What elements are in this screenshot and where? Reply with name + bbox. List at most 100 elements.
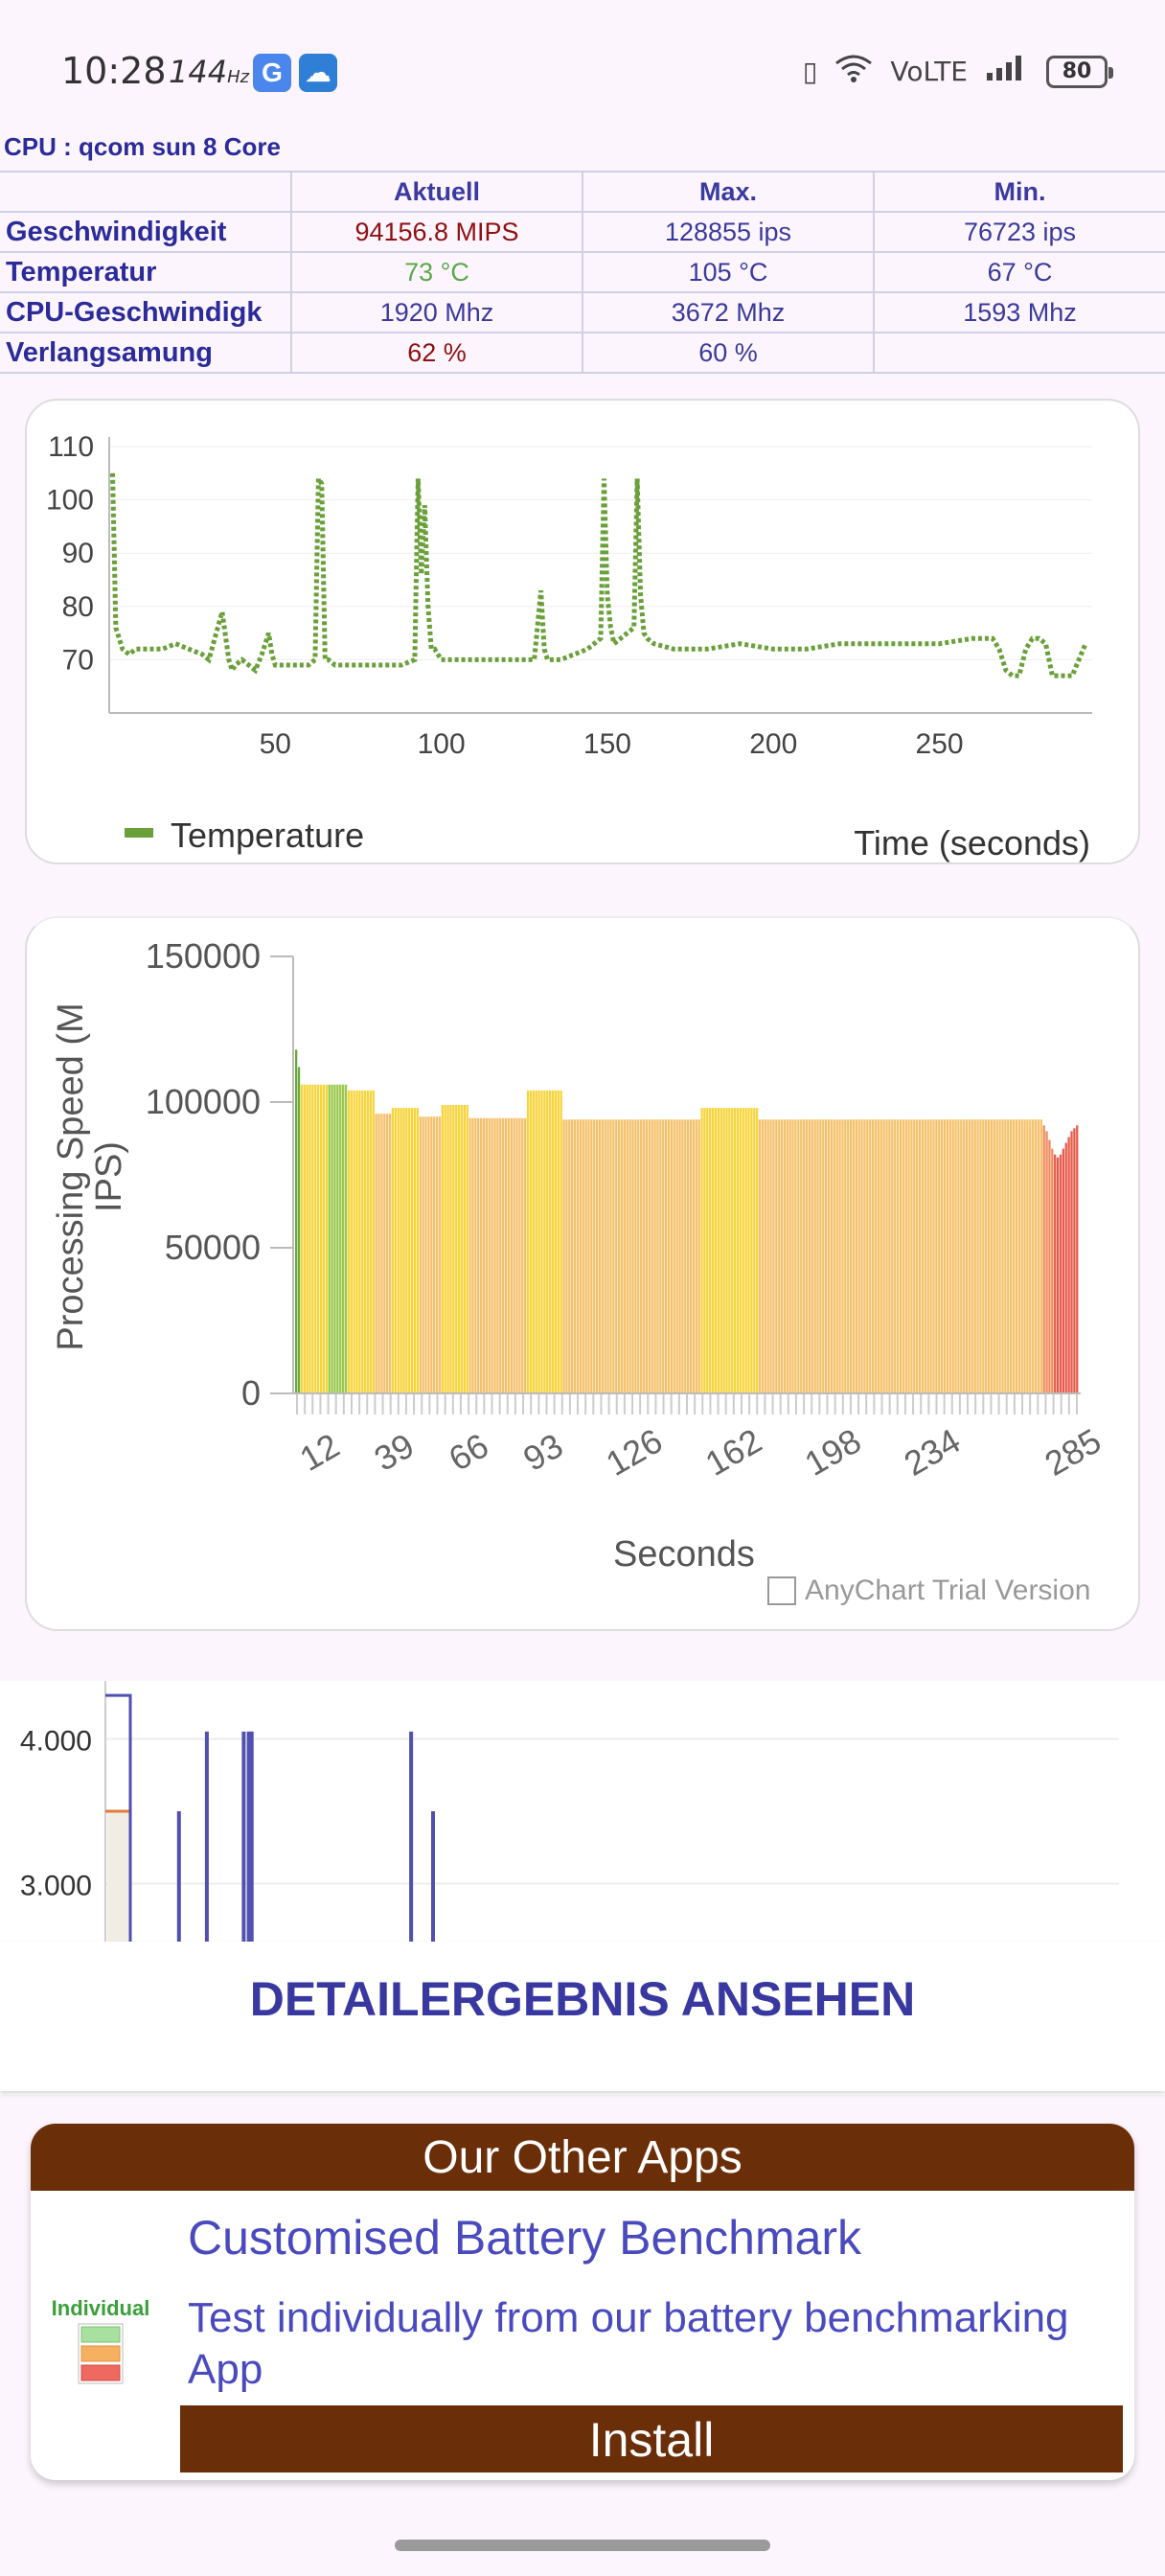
cell-min: 76723 ips bbox=[873, 211, 1165, 253]
speed-bar bbox=[948, 1119, 951, 1393]
speed-bar bbox=[518, 1117, 521, 1393]
speed-bar bbox=[913, 1119, 916, 1393]
speed-bar bbox=[441, 1105, 444, 1393]
speed-bar bbox=[584, 1119, 587, 1393]
speed-bar bbox=[548, 1090, 552, 1393]
detail-result-label: DETAILERGEBNIS ANSEHEN bbox=[249, 1972, 916, 2026]
speed-bar bbox=[709, 1108, 712, 1393]
x-tick-label: 250 bbox=[916, 728, 964, 760]
speed-bar bbox=[750, 1108, 753, 1393]
frequency-chart: 4.000 3.000 bbox=[20, 1681, 1119, 1942]
speed-bar bbox=[921, 1119, 925, 1393]
speed-bar bbox=[380, 1114, 383, 1393]
speed-bar bbox=[971, 1119, 973, 1393]
speed-bar bbox=[811, 1119, 813, 1393]
speed-bar bbox=[1051, 1148, 1054, 1393]
speed-bar bbox=[427, 1116, 430, 1393]
speed-bar bbox=[543, 1090, 546, 1393]
cell-current: 62 % bbox=[290, 332, 583, 374]
speed-bar bbox=[689, 1119, 693, 1393]
speed-bar bbox=[364, 1090, 367, 1393]
install-button[interactable]: Install bbox=[180, 2405, 1123, 2472]
speed-bar bbox=[325, 1084, 328, 1393]
speed-bar bbox=[488, 1117, 491, 1393]
speed-bar bbox=[902, 1119, 904, 1393]
speed-bar bbox=[849, 1119, 853, 1393]
speed-bar bbox=[328, 1084, 331, 1393]
speed-bar bbox=[1026, 1119, 1029, 1393]
speed-bar bbox=[375, 1114, 377, 1393]
speed-bar bbox=[358, 1090, 361, 1393]
speed-bar bbox=[339, 1084, 342, 1393]
speed-bar bbox=[1070, 1131, 1073, 1393]
speed-bar bbox=[1067, 1137, 1070, 1393]
speed-bar bbox=[681, 1119, 684, 1393]
y-tick-label: 4.000 bbox=[20, 1725, 92, 1757]
speed-bar bbox=[1059, 1154, 1062, 1393]
speed-bar bbox=[595, 1119, 599, 1393]
speed-bar bbox=[582, 1119, 584, 1393]
speed-bar bbox=[775, 1119, 778, 1393]
speed-bar bbox=[1064, 1142, 1067, 1393]
speed-bar bbox=[651, 1119, 653, 1393]
speed-bar bbox=[866, 1119, 869, 1393]
speed-bar bbox=[847, 1119, 850, 1393]
battery-app-icon[interactable]: Individual bbox=[48, 2296, 153, 2402]
speed-bar bbox=[413, 1108, 417, 1393]
speed-bar bbox=[1007, 1119, 1010, 1393]
app-title[interactable]: Customised Battery Benchmark bbox=[188, 2211, 862, 2265]
speed-bar bbox=[910, 1119, 913, 1393]
speed-bar bbox=[598, 1119, 602, 1393]
speed-bar bbox=[717, 1108, 720, 1393]
processing-speed-chart-card: 0 50000 100000 150000 12 39 66 93 126 162 198 234 28… bbox=[25, 916, 1140, 1631]
x-axis-title: Seconds bbox=[613, 1534, 755, 1575]
speed-bar bbox=[703, 1108, 706, 1393]
table-header-row: Aktuell Max. Min. bbox=[0, 171, 1165, 213]
row-label: Temperatur bbox=[0, 251, 292, 293]
speed-bar bbox=[1017, 1119, 1020, 1393]
table-row: Verlangsamung 62 % 60 % bbox=[0, 332, 1165, 374]
speed-bar bbox=[557, 1090, 560, 1393]
speed-bar bbox=[1029, 1119, 1032, 1393]
speed-bar bbox=[857, 1119, 860, 1393]
speed-bar bbox=[662, 1119, 665, 1393]
cell-max: 3672 Mhz bbox=[582, 291, 875, 334]
speed-bar bbox=[372, 1090, 375, 1393]
speed-bar bbox=[692, 1119, 696, 1393]
speed-bar bbox=[471, 1117, 474, 1393]
speed-bar bbox=[720, 1108, 722, 1393]
home-indicator[interactable] bbox=[395, 2540, 770, 2551]
speed-bar bbox=[656, 1119, 659, 1393]
clock: 10:28 bbox=[61, 50, 167, 92]
speed-bar bbox=[446, 1105, 449, 1393]
speed-bar bbox=[1037, 1119, 1040, 1393]
speed-bar bbox=[973, 1119, 976, 1393]
speed-bar bbox=[416, 1108, 420, 1393]
x-axis-title: Time (seconds) bbox=[854, 823, 1090, 862]
speed-bar bbox=[756, 1108, 759, 1393]
detail-result-button[interactable]: DETAILERGEBNIS ANSEHEN bbox=[0, 1942, 1165, 2091]
speed-bar bbox=[408, 1108, 411, 1393]
speed-bar bbox=[819, 1119, 822, 1393]
speed-bar bbox=[935, 1119, 938, 1393]
speed-bar bbox=[976, 1119, 979, 1393]
other-apps-header: Our Other Apps bbox=[31, 2124, 1134, 2191]
y-tick-label: 50000 bbox=[165, 1228, 261, 1267]
speed-bar bbox=[540, 1090, 543, 1393]
speed-bar bbox=[940, 1119, 944, 1393]
speed-bar bbox=[1076, 1125, 1079, 1393]
speed-bar bbox=[783, 1119, 787, 1393]
speed-bar bbox=[802, 1119, 806, 1393]
speed-bar bbox=[993, 1119, 995, 1393]
speed-bar bbox=[631, 1119, 634, 1393]
cell-max: 60 % bbox=[582, 332, 875, 374]
battery-icon: 80 bbox=[1046, 55, 1113, 88]
speed-bar bbox=[753, 1108, 756, 1393]
speed-bar bbox=[667, 1119, 671, 1393]
speed-bar bbox=[706, 1108, 709, 1393]
speed-bar bbox=[882, 1119, 885, 1393]
speed-bar bbox=[797, 1119, 800, 1393]
speed-bar bbox=[827, 1119, 831, 1393]
speed-bar bbox=[786, 1119, 788, 1393]
speed-bar bbox=[433, 1116, 436, 1393]
